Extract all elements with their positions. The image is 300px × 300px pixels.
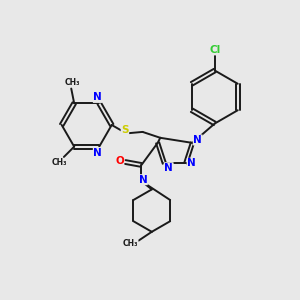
Text: N: N [93, 148, 102, 158]
Text: N: N [139, 175, 147, 185]
Text: O: O [115, 156, 124, 166]
Text: Cl: Cl [209, 45, 220, 55]
Text: CH₃: CH₃ [122, 239, 138, 248]
Text: N: N [187, 158, 196, 168]
Text: N: N [93, 92, 102, 102]
Text: CH₃: CH₃ [52, 158, 67, 167]
Text: CH₃: CH₃ [65, 78, 80, 87]
Text: N: N [193, 135, 202, 145]
Text: N: N [164, 163, 173, 173]
Text: S: S [121, 125, 129, 135]
